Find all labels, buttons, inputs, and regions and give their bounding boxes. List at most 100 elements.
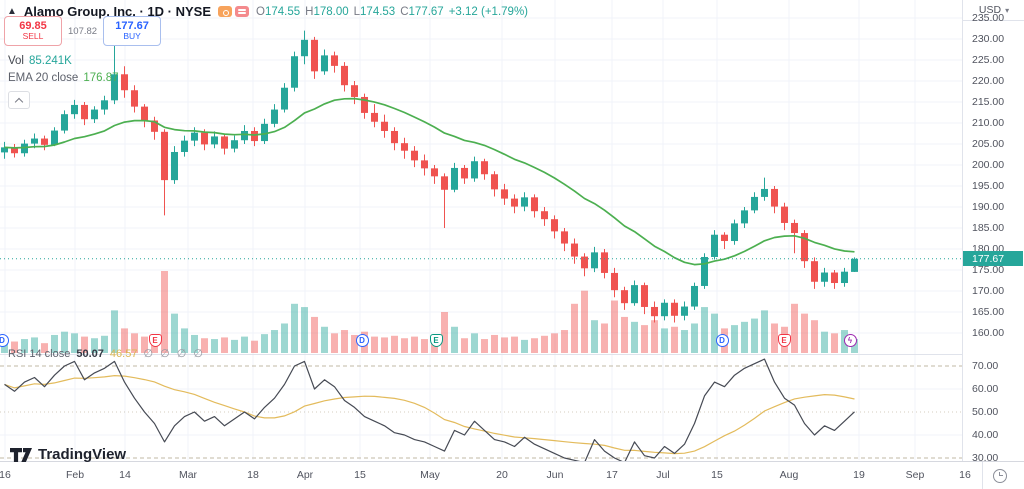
candle-body xyxy=(811,261,818,282)
currency-dropdown[interactable]: USD ▾ xyxy=(963,0,1024,21)
time-axis-tick[interactable]: Jul xyxy=(656,469,670,481)
candle-body xyxy=(41,138,48,145)
candle-body xyxy=(641,285,648,307)
dividend-marker[interactable]: D xyxy=(355,334,369,347)
price-axis-label: 225.00 xyxy=(972,54,1005,66)
candle-body xyxy=(421,160,428,169)
candle-body xyxy=(291,56,298,88)
rsi-line xyxy=(4,358,855,464)
rsi-legend[interactable]: RSI 14 close 50.07 46.57 ∅ ∅ ∅ ∅ xyxy=(8,347,205,361)
volume-bar xyxy=(491,334,498,353)
volume-bar xyxy=(411,336,418,353)
candle-body xyxy=(461,167,468,179)
pane-separator[interactable] xyxy=(0,354,1024,355)
earnings-marker[interactable]: E xyxy=(429,334,443,347)
tradingview-logo[interactable]: TradingView xyxy=(10,446,126,463)
time-axis-tick[interactable]: 20 xyxy=(496,469,508,481)
volume-bar xyxy=(31,337,38,353)
volume-bar xyxy=(621,316,628,353)
price-axis[interactable]: USD ▾ 235.00 230.00 225.00 220.00 215.00 210.… xyxy=(962,0,1024,464)
volume-bar xyxy=(541,335,548,353)
price-axis-label: 235.00 xyxy=(972,12,1005,24)
candle-body xyxy=(201,132,208,145)
time-axis-tick[interactable]: 18 xyxy=(247,469,259,481)
candle-body xyxy=(541,211,548,220)
candle-body xyxy=(691,285,698,307)
volume-bar xyxy=(11,341,18,353)
candle-body xyxy=(481,161,488,175)
candle-body xyxy=(561,231,568,244)
time-axis[interactable]: 16 Feb 14 Mar 18 Apr 15 May 20 Jun 17 Jul 15 Aug 19 Sep… xyxy=(0,461,1024,489)
chevron-down-icon: ▾ xyxy=(1005,5,1010,15)
volume-value: 85.241K xyxy=(29,55,72,67)
volume-bar xyxy=(681,330,688,353)
market-notes-icon[interactable] xyxy=(234,6,249,17)
candle-body xyxy=(141,106,148,121)
volume-bar xyxy=(101,335,108,353)
volume-bar xyxy=(391,335,398,353)
time-axis-tick[interactable]: 15 xyxy=(711,469,723,481)
candle-body xyxy=(91,109,98,120)
buy-button[interactable]: 177.67 BUY xyxy=(103,16,162,46)
earnings-marker[interactable]: E xyxy=(148,334,162,347)
rsi-ma-value: 46.57 xyxy=(109,347,138,360)
last-price-tag: 177.67 xyxy=(963,251,1023,267)
volume-bar xyxy=(291,303,298,353)
candle-body xyxy=(791,222,798,234)
volume-bar xyxy=(211,339,218,353)
price-axis-label: 190.00 xyxy=(972,201,1005,213)
event-marker[interactable]: ϟ xyxy=(843,334,857,347)
volume-bar xyxy=(51,334,58,353)
dividend-marker[interactable]: D xyxy=(0,334,9,347)
volume-bar xyxy=(471,333,478,353)
time-axis-tick[interactable]: Apr xyxy=(296,469,314,481)
time-axis-tick[interactable]: Mar xyxy=(178,469,198,481)
rsi-axis-label: 60.00 xyxy=(972,383,999,395)
candle-body xyxy=(251,130,258,142)
time-axis-tick[interactable]: Sep xyxy=(905,469,925,481)
time-axis-tick[interactable]: Aug xyxy=(779,469,799,481)
volume-bar xyxy=(91,338,98,353)
volume-bar xyxy=(521,339,528,353)
earnings-marker[interactable]: E xyxy=(777,334,791,347)
volume-bar xyxy=(511,336,518,353)
candle-body xyxy=(701,256,708,286)
candle-body xyxy=(611,272,618,291)
time-axis-tick[interactable]: 19 xyxy=(853,469,865,481)
volume-legend[interactable]: Vol 85.241K xyxy=(8,55,72,67)
volume-label: Vol xyxy=(8,55,24,67)
time-axis-tick[interactable]: 16 xyxy=(0,469,11,481)
candle-body xyxy=(31,138,38,144)
ema-legend[interactable]: EMA 20 close 176.87 xyxy=(8,72,119,84)
timezone-settings-icon[interactable] xyxy=(993,469,1007,483)
time-axis-tick[interactable]: Feb xyxy=(65,469,85,481)
high-value: 178.00 xyxy=(313,5,349,18)
time-axis-tick[interactable]: May xyxy=(420,469,440,481)
delayed-data-icon[interactable] xyxy=(217,6,232,17)
open-label: O xyxy=(255,5,265,18)
symbol-title[interactable]: Alamo Group, Inc. · 1D · NYSE xyxy=(23,4,211,19)
time-axis-tick[interactable]: 17 xyxy=(606,469,618,481)
candle-body xyxy=(61,114,68,131)
candle-body xyxy=(671,302,678,316)
candle-body xyxy=(51,130,58,145)
time-axis-tick[interactable]: 14 xyxy=(119,469,131,481)
time-axis-tick[interactable]: Jun xyxy=(546,469,564,481)
volume-bar xyxy=(191,334,198,353)
sell-price: 69.85 xyxy=(19,19,47,32)
collapse-legend-button[interactable] xyxy=(8,91,30,109)
volume-bar xyxy=(441,312,448,353)
volume-bar xyxy=(421,339,428,353)
volume-bar xyxy=(671,326,678,353)
volume-bar xyxy=(651,320,658,353)
volume-bar xyxy=(111,310,118,353)
time-axis-tick[interactable]: 15 xyxy=(354,469,366,481)
candle-body xyxy=(341,65,348,86)
buy-price: 177.67 xyxy=(115,19,149,32)
candle-body xyxy=(171,151,178,181)
sell-button[interactable]: 69.85 SELL xyxy=(4,16,62,46)
rsi-hidden-values: ∅ ∅ ∅ ∅ xyxy=(143,348,205,360)
dividend-marker[interactable]: D xyxy=(715,334,729,347)
time-axis-tick[interactable]: 16 xyxy=(959,469,971,481)
